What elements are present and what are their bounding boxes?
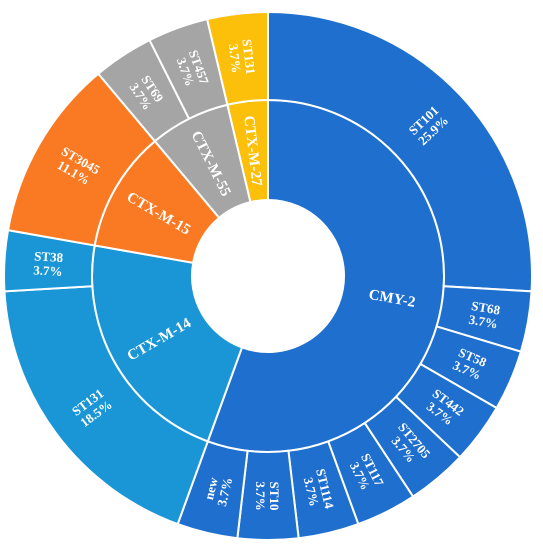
outer-segment-st101-0 (267, 10, 533, 293)
outer-label-st68-1: ST683.7% (468, 298, 502, 332)
inner-ring (91, 98, 445, 453)
outer-label-new-8: new3.7% (200, 473, 235, 508)
outer-label-st10-7: ST103.7% (253, 481, 282, 510)
outer-ring (3, 10, 533, 541)
outer-label-st1114-6: ST11143.7% (299, 467, 337, 514)
outer-segment-st131-14 (205, 10, 269, 106)
outer-label-st131-14: ST1313.7% (226, 38, 259, 77)
outer-label-st38-10: ST383.7% (33, 248, 64, 279)
